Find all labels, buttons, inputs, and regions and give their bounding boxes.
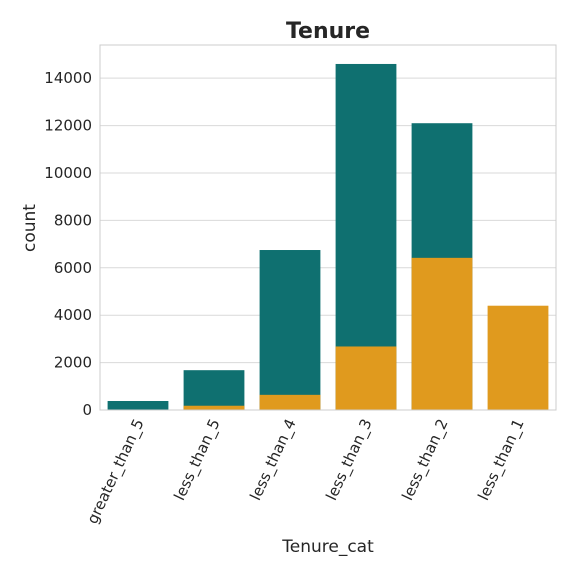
y-tick-label: 10000 <box>44 164 92 182</box>
bar-series-2-less_than_2 <box>411 257 473 410</box>
bar-series-1-greater_than_5 <box>107 400 169 410</box>
y-tick-label: 8000 <box>54 211 92 229</box>
y-tick-label: 4000 <box>54 306 92 324</box>
y-tick-label: 6000 <box>54 259 92 277</box>
bars <box>107 63 549 411</box>
bar-series-1-less_than_4 <box>259 250 321 410</box>
bar-series-2-less_than_4 <box>259 394 321 410</box>
bar-series-1-less_than_5 <box>183 370 245 410</box>
y-tick-label: 12000 <box>44 117 92 135</box>
x-axis-label: Tenure_cat <box>281 537 374 557</box>
bar-series-2-less_than_1 <box>487 305 549 410</box>
y-tick-label: 14000 <box>44 69 92 87</box>
bar-series-2-less_than_3 <box>335 346 397 410</box>
y-tick-label: 0 <box>82 401 92 419</box>
bar-series-2-less_than_5 <box>183 405 245 410</box>
chart-title: Tenure <box>286 19 370 44</box>
y-tick-label: 2000 <box>54 354 92 372</box>
y-tick-labels: 0 2000 4000 6000 8000 10000 12000 14000 <box>44 69 92 419</box>
y-axis-label: count <box>20 204 40 252</box>
plot-frame <box>99 44 557 411</box>
